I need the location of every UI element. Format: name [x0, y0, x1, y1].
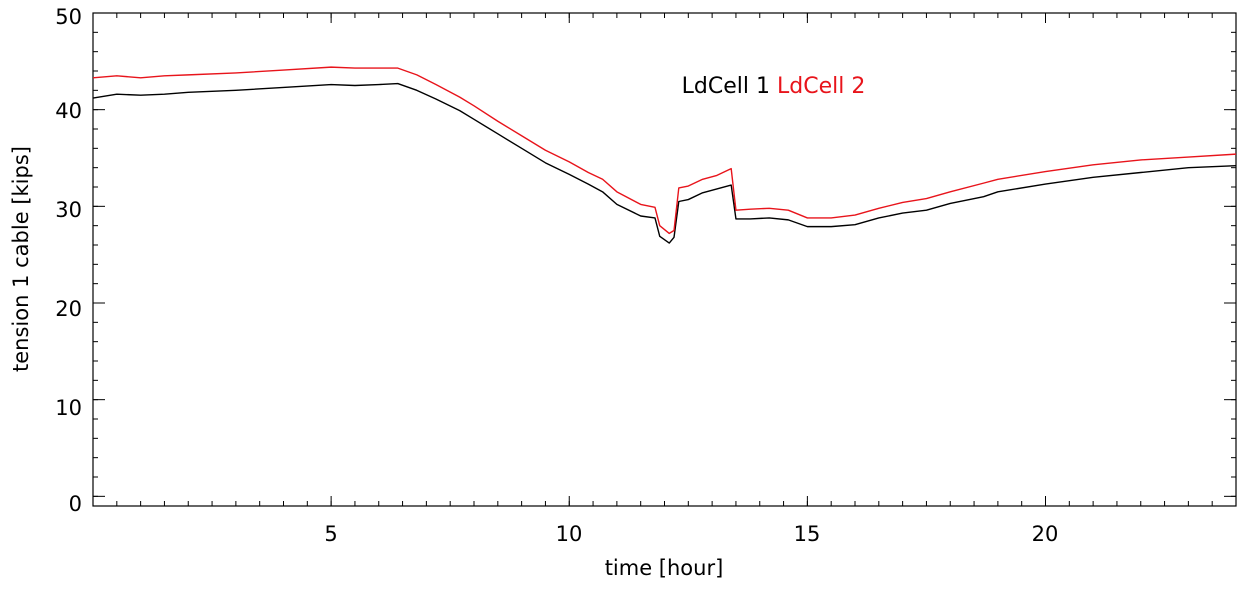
y-tick-label: 30 — [55, 198, 82, 222]
x-axis-label: time [hour] — [605, 556, 724, 580]
y-tick-label: 0 — [69, 492, 82, 516]
x-tick-label: 10 — [556, 522, 583, 546]
x-tick-label: 5 — [324, 522, 337, 546]
x-tick-label: 15 — [794, 522, 821, 546]
minor-ticks — [93, 12, 1236, 506]
series-line-2 — [92, 66, 1237, 235]
legend-label: LdCell 1 — [682, 74, 770, 99]
major-ticks — [93, 12, 1236, 506]
y-axis-label: tension 1 cable [kips] — [9, 146, 33, 372]
y-tick-label: 50 — [55, 5, 82, 29]
plot-frame — [92, 12, 1237, 507]
legend-label: LdCell 2 — [777, 74, 865, 99]
y-tick-label: 10 — [55, 396, 82, 420]
legend: LdCell 1 LdCell 2 — [682, 74, 866, 99]
x-tick-label: 20 — [1032, 522, 1059, 546]
y-tick-label: 40 — [55, 99, 82, 123]
series-group — [92, 66, 1237, 244]
y-tick-label: 20 — [55, 297, 82, 321]
series-line-1 — [92, 82, 1237, 244]
